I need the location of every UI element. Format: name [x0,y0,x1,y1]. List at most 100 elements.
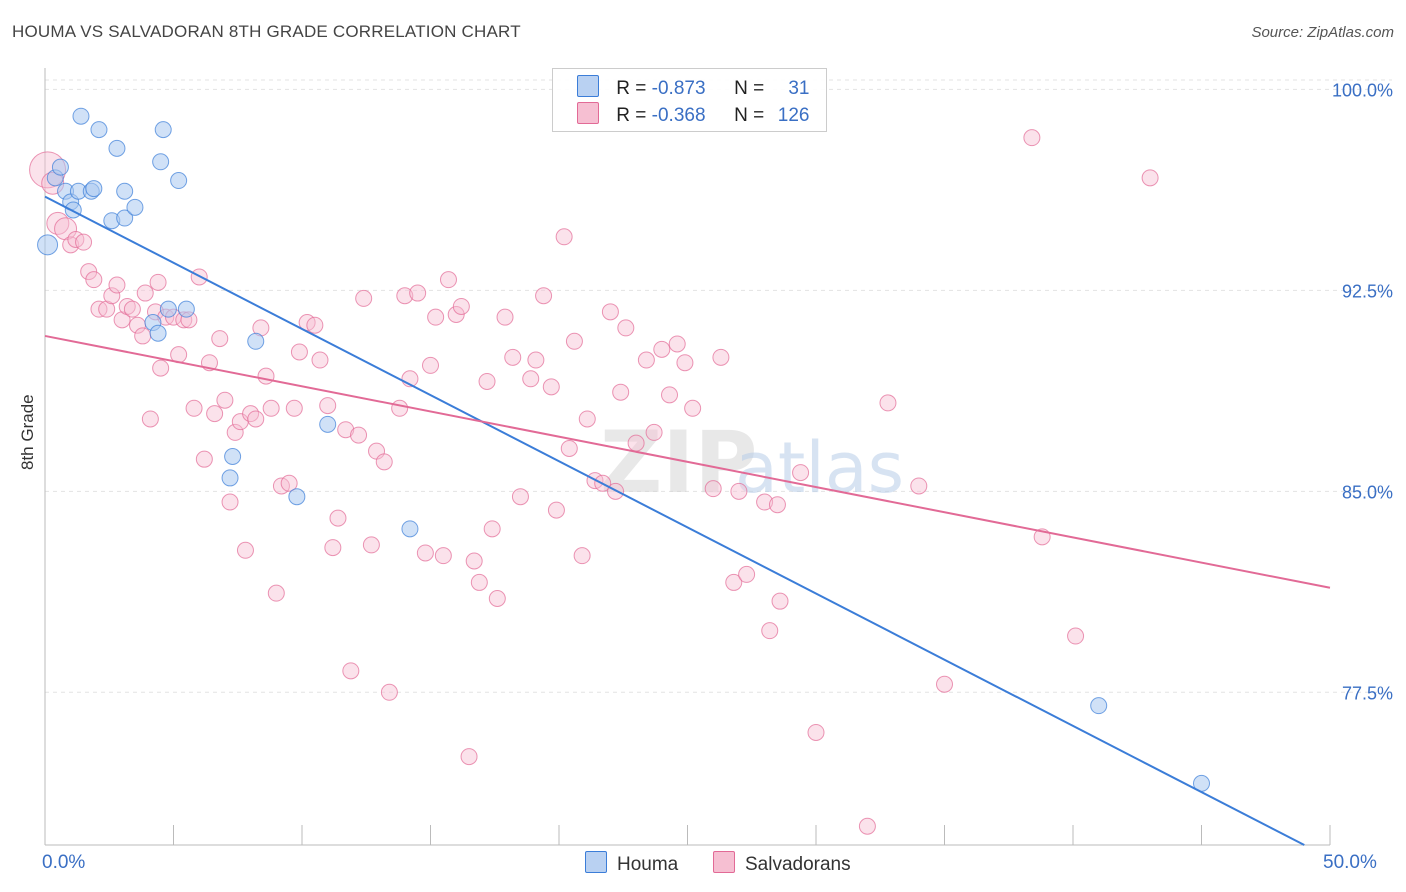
salvadorans-point [601,303,619,321]
salvadorans-point [152,359,170,377]
salvadorans-point [62,236,80,254]
salvadorans-point [206,405,224,423]
salvadorans-point [792,464,810,482]
salvadorans-point [439,271,457,289]
x-tick-label-max: 50.0% [1323,852,1377,873]
houma-point [51,158,69,176]
salvadorans-point [416,544,434,562]
salvadorans-point [879,394,897,412]
salvadorans-point [547,501,565,519]
salvadorans-point [542,378,560,396]
salvadorans-r-value: -0.368 [651,105,706,126]
salvadorans-point [290,343,308,361]
salvadorans-point [756,493,774,511]
salvadorans-point [637,351,655,369]
salvadorans-point [380,683,398,701]
salvadorans-point [149,273,167,291]
salvadorans-point [324,539,342,557]
salvadorans-point [75,233,93,251]
trend-lines [44,195,1331,846]
salvadorans-point [653,340,671,358]
salvadorans-point [103,287,121,305]
salvadorans-point [118,297,136,315]
salvadorans-point [555,228,573,246]
houma-point [72,107,90,125]
salvadorans-point [337,421,355,439]
salvadorans-point [422,356,439,374]
houma-point [85,180,103,198]
salvadorans-point [483,520,501,538]
salvadorans-point [362,536,380,554]
salvadorans-point [226,423,244,441]
salvadorans-point [242,405,260,423]
salvadorans-point [280,474,298,492]
houma-point [154,121,172,139]
legend-row-salvadorans: R = -0.368 N = 126 [577,102,809,127]
salvadorans-point [85,271,103,289]
grid-lines [45,79,1392,693]
salvadorans-point [704,480,722,498]
salvadorans-point [676,354,694,372]
salvadorans-point [80,263,98,281]
salvadorans-point [113,311,131,329]
salvadorans-legend-swatch [713,851,735,873]
salvadorans-point [195,450,213,468]
salvadorans-point [478,372,496,390]
salvadorans-point [134,327,152,345]
houma-point [159,300,177,318]
salvadorans-point [427,308,445,326]
houma-n-label: N = [734,78,770,99]
salvadorans-point [488,590,506,608]
houma-point [108,139,126,157]
salvadorans-point [262,399,280,417]
salvadorans-point [319,397,337,415]
bottom-legend-salvadorans: Salvadorans [713,851,851,876]
salvadorans-point [645,423,663,441]
salvadorans-trend-line [44,334,1331,589]
y-tick-label: 100.0% [1332,80,1393,100]
salvadorans-point [447,305,465,323]
salvadorans-point [496,308,514,326]
salvadorans-point [141,410,159,428]
salvadorans-point [391,399,409,417]
salvadorans-point [936,675,953,693]
salvadorans-point [211,330,229,348]
salvadorans-point [185,399,203,417]
salvadorans-point [807,723,825,741]
correlation-legend: R = -0.873 N = 31 R = -0.368 N = 126 [552,68,827,132]
salvadorans-point [285,399,303,417]
salvadorans-point [355,289,373,307]
salvadorans-point [527,351,545,369]
salvadorans-point [98,300,116,318]
salvadorans-point [1141,169,1159,187]
salvadorans-point [1067,627,1085,645]
salvadorans-point [257,367,275,385]
salvadorans-point [470,573,488,591]
salvadorans-point [465,552,483,570]
houma-point [1090,697,1108,715]
houma-point [177,300,195,318]
legend-row-houma: R = -0.873 N = 31 [577,75,809,100]
salvadorans-point [350,426,368,444]
salvadorans-point [535,287,553,305]
salvadorans-point [910,477,928,495]
salvadorans-point [573,547,591,565]
salvadorans-point [565,332,583,350]
salvadorans-point [409,284,427,302]
houma-swatch [577,75,599,97]
salvadorans-point [627,434,645,452]
houma-point [116,209,134,227]
salvadorans-point [136,284,154,302]
salvadorans-point [858,817,876,835]
houma-point [288,488,306,506]
y-tick-label: 92.5% [1342,281,1393,301]
salvadorans-point [522,370,540,388]
salvadorans-point [612,383,630,401]
salvadorans-point [1023,129,1041,147]
salvadorans-point [236,541,254,559]
houma-trend-line [44,195,1305,846]
salvadorans-point [452,297,470,315]
salvadorans-point [216,391,234,409]
salvadorans-points [29,129,1159,835]
